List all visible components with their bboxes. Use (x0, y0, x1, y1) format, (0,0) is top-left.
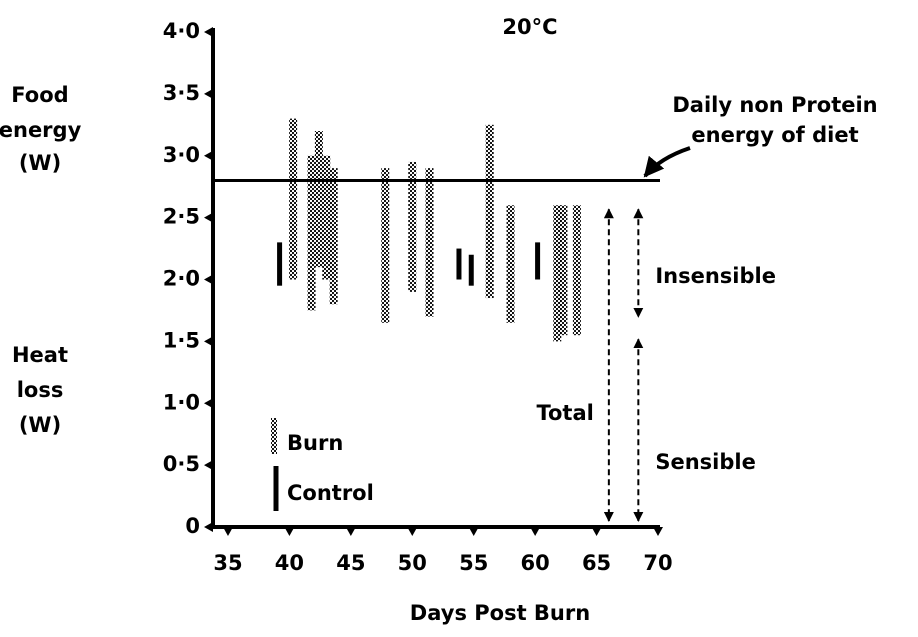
burn-bar (572, 205, 581, 336)
burn-bar (408, 161, 417, 292)
y-tick (204, 88, 213, 99)
y-tick-label: 3·5 (163, 81, 200, 105)
x-tick-label: 45 (336, 551, 365, 575)
x-tick-label: 55 (459, 551, 488, 575)
y-axis-label: loss (17, 378, 64, 402)
x-axis-label: Days Post Burn (410, 601, 590, 625)
burn-bar (329, 168, 338, 305)
y-tick-label: 0·5 (163, 452, 200, 476)
x-tick (591, 527, 602, 536)
y-tick-label: 1·0 (163, 390, 200, 414)
control-bar (468, 254, 474, 286)
y-tick (204, 274, 213, 285)
y-tick-label: 0 (185, 514, 200, 538)
y-tick (204, 27, 213, 37)
x-tick (468, 527, 479, 536)
chart-title: 20°C (502, 15, 557, 39)
x-tick (653, 527, 663, 536)
arrow-label: Total (536, 401, 593, 425)
burn-bar (381, 168, 390, 323)
burn-bar (553, 205, 562, 342)
burn-bar (307, 155, 316, 311)
burn-bar (289, 118, 298, 280)
y-tick (204, 398, 213, 409)
reference-label: Daily non Protein (672, 93, 877, 117)
y-tick-label: 4·0 (163, 19, 200, 43)
y-axis-label: Heat (12, 343, 68, 367)
reference-label: energy of diet (691, 123, 858, 147)
legend-label: Burn (287, 431, 343, 455)
burn-bar (485, 124, 494, 299)
x-tick-label: 50 (398, 551, 427, 575)
y-tick (204, 522, 213, 532)
x-tick (345, 527, 356, 536)
y-tick-label: 1·5 (163, 328, 200, 352)
burn-bar (322, 155, 331, 280)
legend-swatch (273, 466, 279, 511)
x-tick-label: 65 (582, 551, 611, 575)
y-tick-label: 3·0 (163, 143, 200, 167)
x-tick-label: 60 (521, 551, 550, 575)
control-bar (535, 242, 541, 280)
y-tick-label: 2·5 (163, 205, 200, 229)
legend-label: Control (287, 481, 374, 505)
burn-bar (559, 205, 568, 336)
burn-bar (425, 168, 434, 317)
burn-bar (314, 131, 323, 268)
x-tick-label: 40 (275, 551, 304, 575)
y-axis-label: (W) (19, 151, 61, 175)
y-axis-label: Food (11, 83, 68, 107)
y-tick (204, 460, 213, 471)
y-axis-label: (W) (19, 413, 61, 437)
x-tick-label: 35 (213, 551, 242, 575)
burn-bar (506, 205, 515, 323)
x-tick (284, 527, 295, 536)
x-tick (407, 527, 418, 536)
y-tick (204, 150, 213, 161)
y-axis-label: energy (0, 118, 82, 142)
x-tick (222, 527, 233, 536)
x-tick-label: 70 (643, 551, 672, 575)
y-tick (204, 212, 213, 223)
control-bar (456, 248, 462, 280)
y-tick-label: 2·0 (163, 267, 200, 291)
arrow-label: Sensible (655, 450, 756, 474)
reference-pointer (643, 146, 691, 178)
y-tick (204, 336, 213, 347)
arrow-label: Insensible (655, 264, 776, 288)
legend-swatch (271, 418, 277, 454)
control-bar (277, 242, 283, 286)
x-tick (530, 527, 541, 536)
